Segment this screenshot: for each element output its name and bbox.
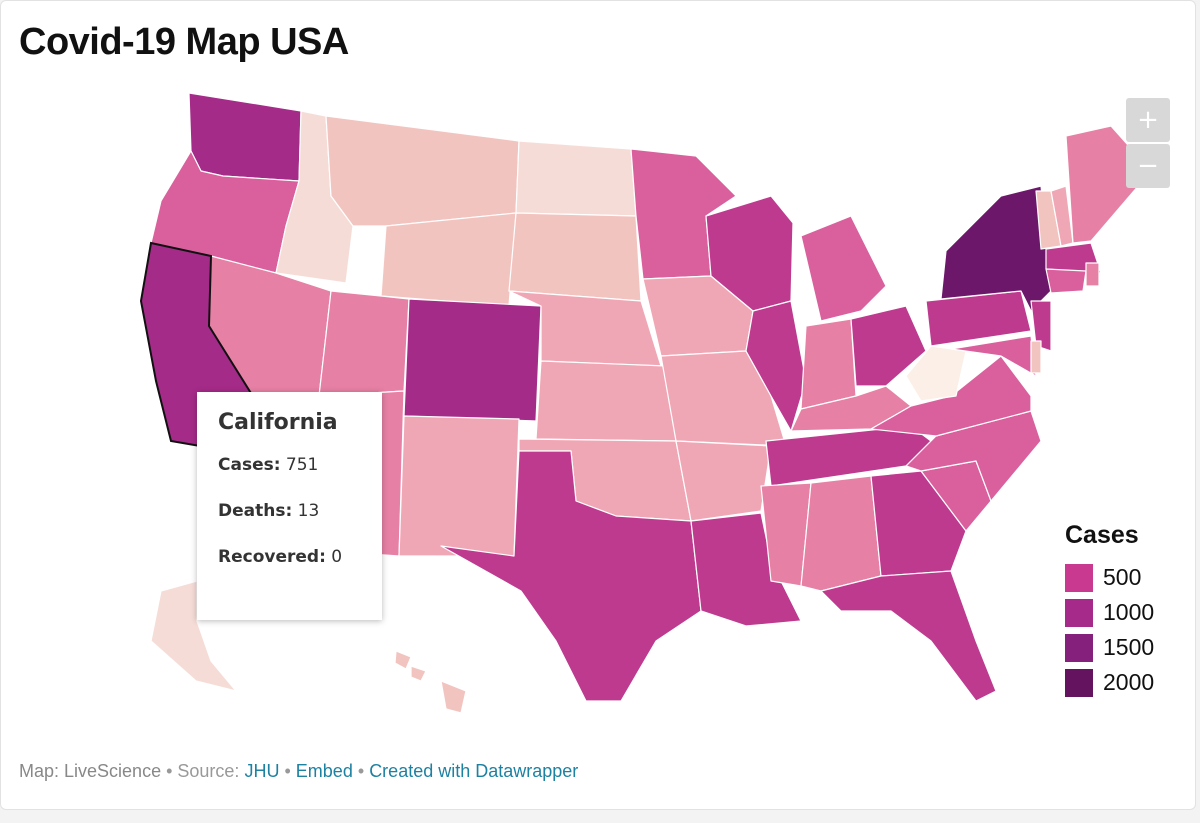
tooltip-cases-row: Cases: 751 — [218, 455, 361, 475]
tooltip-recovered-label: Recovered: — [218, 547, 326, 567]
state-indiana[interactable] — [800, 318, 857, 410]
datawrapper-link[interactable]: Created with Datawrapper — [369, 761, 579, 781]
state-hawaii[interactable] — [440, 680, 467, 714]
state-louisiana[interactable] — [690, 512, 802, 627]
legend-label: 1500 — [1103, 634, 1155, 660]
tooltip-recovered-row: Recovered: 0 — [218, 547, 361, 567]
legend-swatch — [1065, 563, 1093, 592]
legend-label: 1000 — [1103, 599, 1155, 625]
map-title: Covid-19 Map USA — [19, 21, 349, 63]
state-washington[interactable] — [188, 92, 302, 182]
state-new-york[interactable] — [940, 185, 1052, 312]
legend: Cases 500 1000 1500 2000 — [1065, 521, 1154, 700]
state-alabama[interactable] — [800, 475, 882, 592]
state-florida[interactable] — [820, 570, 997, 702]
legend-label: 500 — [1103, 564, 1142, 590]
legend-title: Cases — [1065, 521, 1139, 549]
footer-map-credit: Map: LiveScience — [19, 761, 162, 781]
state-maryland[interactable] — [950, 335, 1037, 377]
state-new-mexico[interactable] — [398, 415, 520, 557]
tooltip-deaths-label: Deaths: — [218, 501, 293, 521]
tooltip-deaths-row: Deaths: 13 — [218, 501, 361, 521]
legend-swatch — [1065, 668, 1093, 697]
state-hawaii-2[interactable] — [394, 650, 412, 670]
zoom-out-button[interactable]: − — [1126, 144, 1170, 188]
state-south-dakota[interactable] — [508, 212, 642, 302]
tooltip-recovered-value: 0 — [331, 547, 343, 567]
state-connecticut[interactable] — [1045, 268, 1087, 294]
state-missouri[interactable] — [660, 350, 787, 447]
state-colorado[interactable] — [403, 298, 542, 422]
tooltip-deaths-value: 13 — [297, 501, 320, 521]
state-new-jersey[interactable] — [1030, 300, 1052, 352]
state-kansas[interactable] — [535, 360, 677, 442]
footer-dot: • — [284, 761, 291, 781]
legend-item-1500: 1500 — [1065, 630, 1154, 665]
legend-item-1000: 1000 — [1065, 595, 1154, 630]
legend-item-2000: 2000 — [1065, 665, 1154, 700]
tooltip-cases-value: 751 — [285, 455, 319, 475]
source-link[interactable]: JHU — [244, 761, 280, 781]
state-west-virginia[interactable] — [905, 345, 967, 402]
zoom-in-button[interactable]: + — [1126, 98, 1170, 142]
us-map[interactable] — [1, 1, 1196, 761]
footer-source-label: • Source: — [166, 761, 240, 781]
state-hawaii-3[interactable] — [410, 665, 427, 682]
state-delaware[interactable] — [1030, 340, 1042, 374]
state-georgia[interactable] — [870, 470, 967, 577]
tooltip-cases-label: Cases: — [218, 455, 281, 475]
state-rhode-island[interactable] — [1085, 262, 1100, 287]
footer-credits: Map: LiveScience • Source: JHU • Embed •… — [19, 761, 578, 782]
state-ohio[interactable] — [850, 305, 927, 387]
embed-link[interactable]: Embed — [295, 761, 353, 781]
legend-swatch — [1065, 598, 1093, 627]
state-utah[interactable] — [318, 290, 410, 397]
tooltip-state-name: California — [218, 410, 338, 435]
legend-item-500: 500 — [1065, 560, 1154, 595]
state-montana[interactable] — [325, 115, 520, 227]
state-tooltip: California Cases: 751 Deaths: 13 Recover… — [197, 392, 382, 620]
state-wyoming[interactable] — [380, 212, 517, 307]
footer-dot: • — [357, 761, 365, 781]
state-texas[interactable] — [440, 450, 702, 702]
legend-swatch — [1065, 633, 1093, 662]
legend-label: 2000 — [1103, 669, 1155, 695]
state-arkansas[interactable] — [675, 440, 772, 522]
state-north-dakota[interactable] — [515, 140, 637, 217]
state-michigan[interactable] — [800, 215, 887, 322]
